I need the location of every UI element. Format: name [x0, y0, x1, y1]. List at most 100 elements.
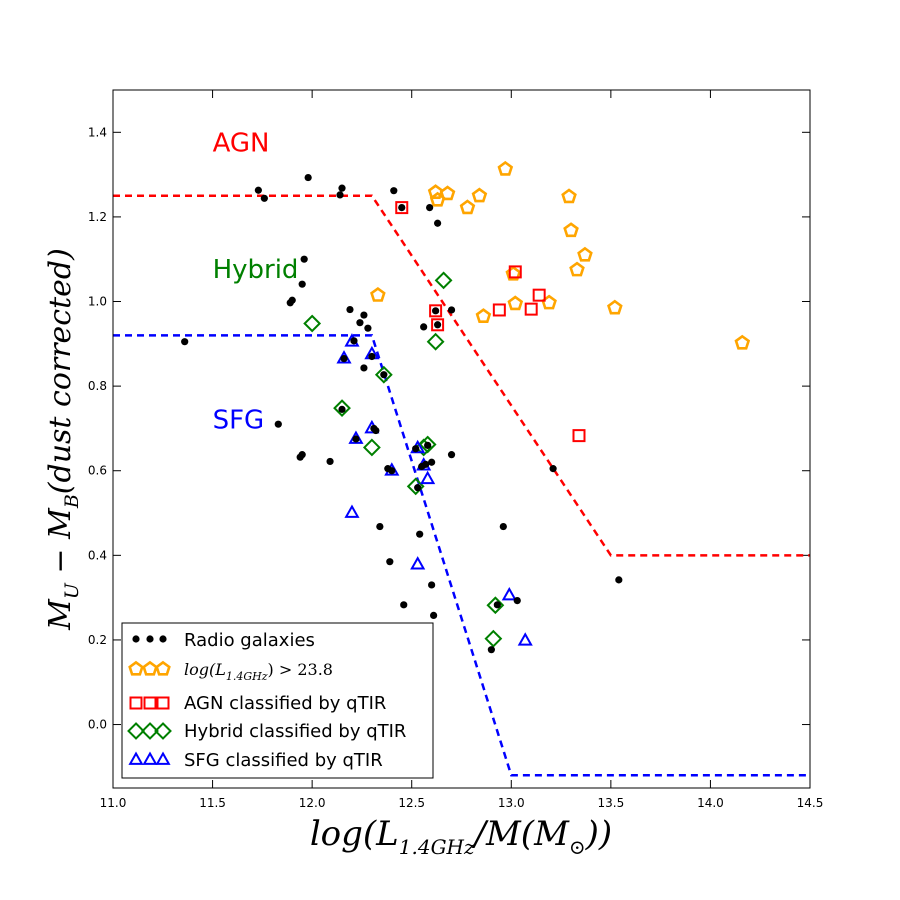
y-axis-title: MU − MB(dust corrected) [43, 248, 83, 631]
data-point-square [395, 201, 409, 215]
legend-label-sfg-qtir: SFG classified by qTIR [184, 750, 383, 771]
y-tick-label: 0.4 [88, 548, 107, 562]
data-point-dot [364, 324, 372, 332]
data-point-pentagon [569, 261, 585, 277]
legend-marker-triangle [128, 751, 144, 765]
data-point-dot [428, 581, 436, 589]
data-point-pentagon [505, 265, 522, 281]
data-point-diamond [362, 438, 381, 457]
legend-marker-square [129, 696, 143, 710]
data-point-dot [372, 426, 380, 435]
data-point-pentagon [427, 184, 444, 200]
data-point-dot [416, 530, 424, 538]
data-point-square [431, 318, 445, 332]
y-tick-label: 1.4 [88, 125, 107, 139]
legend-label-high-luminosity: log(L1.4GHz) > 23.8 [184, 660, 333, 683]
data-point-dot [426, 204, 434, 212]
data-point-dot [380, 371, 388, 379]
data-point-dot [432, 307, 440, 315]
data-point-dot [326, 457, 334, 466]
data-point-square [492, 303, 506, 317]
data-point-pentagon [734, 334, 751, 350]
legend-marker-pentagon [142, 660, 158, 676]
data-point-dot [340, 355, 348, 363]
axis-ticks: 11.0 11.5 12.0 12.5 13.0 13.5 14.0 14.5 0.0 0.2 0.… [88, 90, 823, 810]
data-point-dot [360, 364, 368, 372]
data-point-dot [400, 601, 408, 609]
legend-marker-triangle [155, 751, 171, 765]
data-point-pentagon [370, 286, 386, 302]
region-label-hybrid: Hybrid [213, 255, 299, 285]
y-tick-label: 0.6 [88, 464, 107, 478]
data-point-dot [487, 646, 495, 654]
data-point-dot [376, 522, 384, 531]
data-point-dot [390, 187, 398, 195]
data-point-dot [420, 323, 428, 331]
data-point-dot [447, 451, 456, 459]
x-tick-label: 14.5 [797, 796, 824, 810]
legend-marker-pentagon [128, 660, 144, 676]
data-point-dot [388, 467, 396, 475]
data-point-dot [424, 441, 432, 449]
data-point-diamond [434, 271, 453, 290]
legend-marker-diamond [127, 722, 145, 740]
legend-marker-square [156, 696, 170, 710]
classification-boundaries [113, 194, 810, 777]
legend-marker-square [143, 696, 157, 710]
data-point-diamond [484, 629, 503, 648]
data-point-dot [254, 186, 262, 194]
data-point-dot [300, 255, 308, 263]
data-point-pentagon [497, 160, 514, 176]
data-point-dot [298, 451, 306, 459]
data-point-pentagon [561, 188, 577, 204]
data-point-triangle [344, 504, 360, 518]
data-point-triangle [420, 470, 436, 485]
data-point-dot [304, 173, 312, 182]
legend-marker-dot [132, 635, 140, 643]
data-point-pentagon [563, 222, 579, 238]
data-point-square [532, 288, 546, 302]
data-point-dot [298, 280, 306, 288]
region-label-sfg: SFG [213, 405, 265, 435]
legend-label-agn-qtir: AGN classified by qTIR [184, 693, 386, 714]
series-dot [181, 173, 623, 654]
legend-marker-dot [159, 635, 167, 643]
y-tick-label: 0.0 [88, 718, 107, 732]
data-point-dot [434, 321, 442, 329]
region-label-agn: AGN [213, 128, 270, 158]
data-point-pentagon [507, 295, 524, 311]
data-point-dot [398, 204, 406, 212]
legend-marker-dot [146, 635, 154, 643]
x-tick-label: 11.5 [199, 796, 226, 810]
data-point-pentagon [475, 308, 492, 323]
data-point-triangle [410, 556, 426, 570]
data-point-dot [360, 311, 368, 319]
agn-boundary [113, 194, 810, 557]
data-point-square [524, 302, 538, 316]
x-tick-label: 12.5 [398, 796, 425, 810]
legend-frame [121, 622, 434, 779]
sfg-boundary [113, 334, 810, 777]
data-point-pentagon [471, 187, 488, 203]
data-point-dot [346, 305, 354, 314]
series-square [395, 201, 586, 443]
legend-markers [127, 635, 172, 765]
data-point-dot [493, 601, 501, 609]
legend-marker-diamond [154, 722, 172, 740]
data-point-dot [615, 576, 623, 584]
data-point-dot [260, 194, 268, 202]
data-point-dot [288, 296, 296, 304]
data-point-square [572, 429, 586, 443]
legend-marker-triangle [142, 751, 158, 765]
x-tick-label: 14.0 [697, 796, 724, 810]
x-tick-label: 12.0 [299, 796, 326, 810]
y-tick-label: 1.2 [88, 210, 107, 224]
data-point-dot [352, 435, 360, 443]
data-point-dot [368, 352, 376, 361]
data-point-dot [447, 306, 456, 314]
region-labels: AGN Hybrid SFG [213, 128, 299, 435]
data-point-dot [513, 596, 521, 605]
data-point-dot [549, 465, 557, 473]
legend-label-hybrid-qtir: Hybrid classified by qTIR [184, 721, 406, 742]
